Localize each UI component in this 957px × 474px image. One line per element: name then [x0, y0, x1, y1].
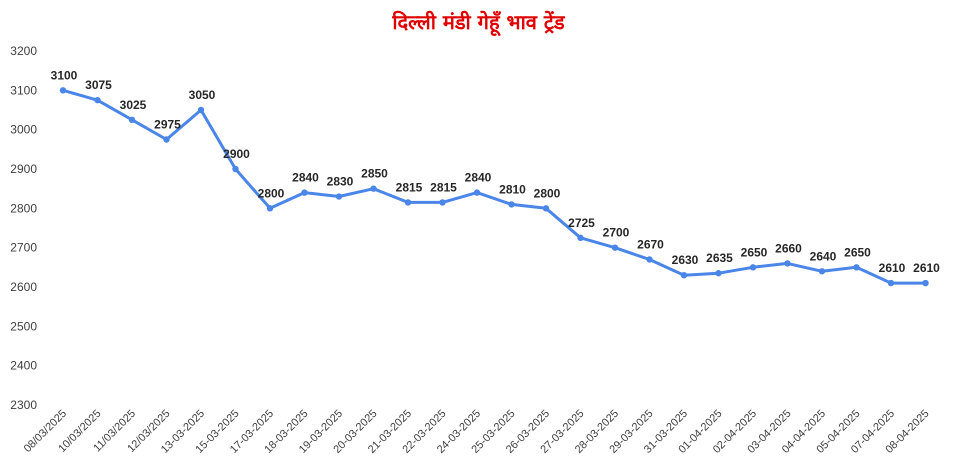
y-tick-label: 2500: [10, 319, 37, 333]
data-label: 3100: [51, 68, 78, 82]
data-point: [611, 244, 619, 251]
data-label: 2840: [292, 171, 319, 185]
y-tick-label: 2700: [10, 241, 37, 255]
series-line: [61, 88, 927, 285]
y-tick-label: 2600: [10, 280, 37, 294]
data-label: 2800: [534, 186, 561, 200]
data-label: 2725: [568, 216, 595, 230]
data-point: [577, 234, 584, 242]
data-point: [922, 279, 929, 287]
data-label: 2850: [361, 167, 388, 181]
y-tick-label: 3000: [10, 123, 37, 137]
y-tick-label: 2800: [10, 201, 37, 215]
data-label: 3075: [85, 78, 112, 92]
data-point: [887, 279, 895, 287]
data-point: [818, 268, 826, 275]
data-point: [439, 199, 446, 206]
data-label: 2640: [810, 249, 837, 263]
data-label: 2810: [499, 182, 526, 196]
y-tick-label: 2900: [10, 162, 37, 176]
y-tick-label: 2400: [10, 359, 37, 373]
data-point: [715, 270, 722, 277]
data-point: [473, 189, 481, 196]
data-label: 2830: [327, 175, 354, 189]
data-point: [542, 205, 550, 212]
y-tick-label: 2300: [10, 398, 37, 412]
data-point: [94, 96, 101, 104]
y-tick-label: 3100: [10, 83, 37, 97]
data-label: 2610: [913, 261, 940, 275]
data-point: [163, 136, 170, 143]
y-tick-label: 3200: [10, 44, 37, 58]
data-point: [301, 189, 308, 196]
data-label: 2660: [775, 241, 802, 255]
data-label: 2650: [741, 245, 768, 259]
data-label: 2975: [154, 118, 181, 132]
data-point: [646, 256, 653, 263]
data-point: [370, 185, 377, 192]
data-point: [749, 264, 757, 271]
data-label: 2900: [223, 147, 250, 161]
data-point: [404, 199, 412, 206]
data-label: 2630: [672, 253, 699, 267]
data-point: [266, 205, 274, 212]
data-point: [853, 264, 860, 271]
data-label: 2815: [430, 180, 457, 194]
data-point: [232, 165, 239, 173]
data-label: 2800: [258, 186, 285, 200]
data-label: 2635: [706, 251, 733, 265]
data-point: [59, 87, 67, 94]
data-label: 2650: [844, 245, 871, 259]
data-point: [197, 106, 205, 114]
data-point: [784, 260, 791, 267]
data-label: 3050: [189, 88, 216, 102]
data-label: 2670: [637, 237, 664, 251]
data-label: 2700: [603, 226, 630, 240]
data-point: [335, 193, 343, 200]
data-point: [508, 201, 515, 208]
data-label: 2840: [465, 171, 492, 185]
data-label: 2815: [396, 180, 423, 194]
data-label: 2610: [879, 261, 906, 275]
data-point: [680, 272, 688, 279]
chart-title: दिल्ली मंडी गेहूँ भाव ट्रेंड: [392, 10, 565, 34]
data-point: [128, 116, 136, 124]
data-label: 3025: [120, 98, 147, 112]
